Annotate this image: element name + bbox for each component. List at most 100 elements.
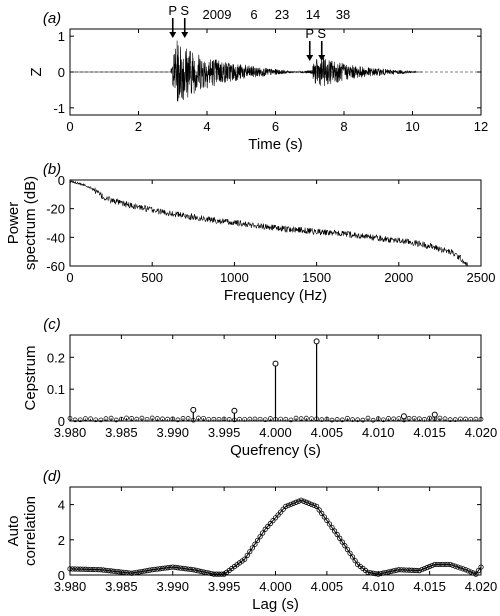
panel-d-autocorr-marker	[152, 566, 158, 572]
panel-a-waveform	[70, 40, 423, 102]
panel-c-baseline-point	[268, 416, 273, 421]
panel-d-autocorr-marker	[185, 566, 191, 572]
panel-c-peak-marker	[190, 406, 197, 413]
panel-d-autocorr-marker	[460, 566, 466, 572]
panel-d-autocorr-marker	[85, 566, 91, 572]
panel-d-autocorr-marker	[72, 566, 78, 572]
panel-a-arrival-arrowhead	[169, 32, 177, 38]
panel-d-autocorr-marker	[111, 568, 117, 574]
panel-a-arrival-label: P	[305, 26, 314, 41]
panel-d-x-tick-label: 4.010	[362, 579, 395, 594]
panel-d-autocorr-marker	[331, 528, 338, 534]
panel-a-date-text: 14	[306, 7, 320, 22]
panel-b-x-tick-label: 2500	[467, 270, 496, 285]
panel-d-autocorr-marker	[95, 567, 101, 573]
panel-d-autocorr-marker	[139, 568, 145, 575]
panel-c-baseline-point	[129, 416, 134, 421]
panel-d-autocorr-marker	[409, 567, 415, 573]
panel-a-arrival-label: S	[317, 26, 326, 41]
panel-d-y-tick-label: 0	[58, 568, 65, 583]
panel-d-autocorr-marker	[352, 558, 358, 564]
panel-d-autocorr-line	[69, 499, 482, 575]
panel-d-y-axis-label: Auto correlation	[5, 496, 39, 566]
panel-d-autocorr-marker	[319, 510, 325, 517]
panel-c-baseline-point	[72, 417, 78, 423]
panel-d-autocorr-marker	[103, 567, 109, 573]
panel-d-autocorr-marker	[473, 571, 479, 577]
panel-d-autocorr-marker	[285, 502, 291, 508]
panel-d-autocorr-marker	[175, 565, 181, 571]
panel-d-y-axis-label-line: Auto	[5, 516, 22, 547]
panel-a-arrival-arrowhead	[181, 32, 189, 38]
panel-d-autocorr-marker	[198, 568, 204, 574]
panel-d-autocorr-marker	[468, 569, 474, 575]
panel-a-y-tick-label: 0	[58, 65, 65, 80]
panel-d-autocorr-marker	[434, 561, 440, 568]
panel-d-y-tick-label: 2	[58, 533, 65, 548]
panel-d-x-tick-label: 3.985	[105, 579, 138, 594]
panel-c-baseline-point	[345, 415, 350, 421]
panel-d-autocorr-marker	[157, 566, 163, 572]
panel-c-y-tick-label: 0.2	[47, 350, 65, 365]
panel-c-baseline-point	[201, 415, 206, 421]
panel-a-x-tick-label: 10	[405, 119, 419, 134]
panel-d-autocorr-marker	[421, 565, 428, 572]
panel-c-x-tick-label: 3.980	[54, 425, 87, 440]
panel-d-autocorr-marker	[303, 499, 309, 505]
panel-d-autocorr-marker	[249, 545, 255, 551]
panel-d-autocorr-marker	[170, 564, 176, 570]
panel-d-autocorr-marker	[329, 524, 335, 531]
panel-c-baseline-point	[386, 416, 391, 421]
panel-d-autocorr-marker	[211, 571, 217, 577]
panel-d-frame	[69, 486, 482, 576]
panel-d-autocorr-marker	[136, 569, 142, 575]
panel-c-baseline-point	[360, 417, 366, 423]
panel-d-autocorr-marker	[403, 567, 410, 573]
panel-d-autocorr-marker	[267, 520, 273, 527]
panel-d-autocorr-marker	[108, 568, 114, 574]
panel-d-autocorr-marker	[162, 565, 168, 571]
panel-d-autocorr-marker	[288, 501, 294, 507]
panel-c-baseline-point	[355, 417, 361, 423]
panel-b-x-axis-label: Frequency (Hz)	[224, 287, 327, 304]
panel-a-y-axis-label-text: Z	[28, 67, 45, 76]
panel-d-autocorr-marker	[411, 567, 417, 573]
panel-d-autocorr-marker	[98, 567, 104, 573]
panel-b-y-axis-label: Power spectrum (dB)	[5, 176, 39, 270]
panel-c-baseline-point	[98, 417, 104, 423]
panel-c-baseline-point	[139, 415, 145, 421]
panel-d-autocorr-marker	[280, 506, 286, 512]
panel-d-autocorr-marker	[301, 498, 307, 504]
panel-d-autocorr-marker	[275, 512, 281, 518]
panel-a-x-tick-label: 4	[203, 119, 210, 134]
panel-c-x-tick-label: 4.020	[465, 425, 498, 440]
panel-b-panel-label: (b)	[43, 161, 61, 178]
panel-c-x-tick-label: 3.985	[105, 425, 138, 440]
panel-d-autocorr-marker	[77, 566, 83, 572]
panel-d-autocorr-marker	[445, 561, 451, 568]
panel-b-power-spectrum: 0 500 1000 1500 2000 2500 -60 -40 -20 0 Frequency …	[5, 161, 495, 304]
panel-d-x-tick-label: 3.980	[54, 579, 87, 594]
panel-c-baseline-point	[334, 417, 340, 422]
panel-d-autocorr-marker	[442, 561, 448, 568]
panel-c-baseline-point	[108, 415, 114, 421]
panel-d-autocorr-marker	[427, 563, 433, 570]
panel-d-autocorr-marker	[216, 571, 222, 577]
panel-d-autocorr-marker	[75, 566, 81, 572]
panel-d-autocorr-marker	[432, 561, 438, 568]
panel-b-x-tick-label: 1000	[220, 270, 249, 285]
panel-c-baseline-point	[350, 417, 355, 422]
panel-a-arrival-label: P	[168, 3, 177, 18]
panel-c-baseline-point	[262, 417, 268, 423]
panel-b-spectrum-line	[69, 180, 469, 267]
panel-d-autocorr-marker	[147, 567, 153, 573]
panel-b-y-tick-label: -20	[46, 202, 65, 217]
panel-d-autocorr-marker	[265, 523, 271, 529]
panel-c-baseline-point	[329, 417, 335, 423]
panel-c-baseline-point	[406, 415, 412, 421]
panel-c-baseline-point	[411, 415, 417, 421]
panel-d-autocorr-marker	[311, 502, 317, 508]
panel-d-autocorr-marker	[82, 566, 89, 572]
panel-c-baseline-point	[339, 417, 345, 423]
panel-d-autocorr-marker	[334, 531, 340, 538]
